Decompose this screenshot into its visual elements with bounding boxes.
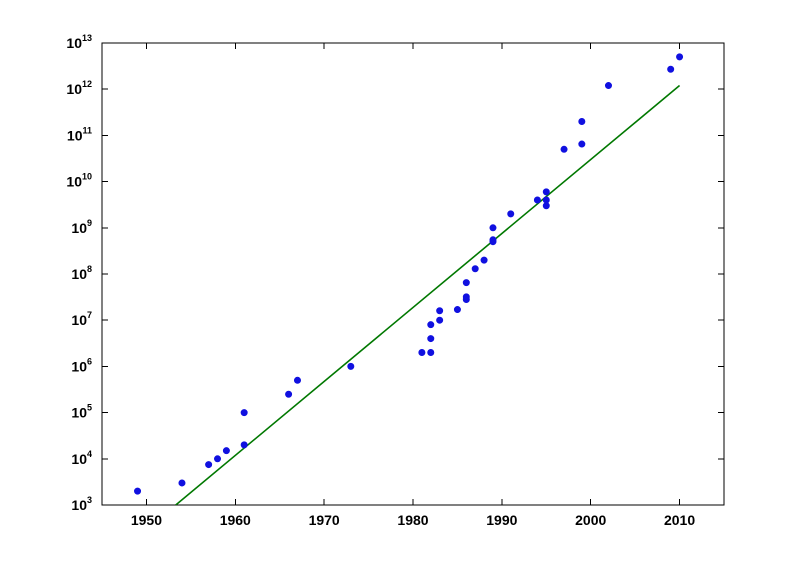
y-tick-label: 106 [71,356,92,374]
x-tick-label: 1980 [397,512,428,528]
plot-frame [101,42,725,506]
y-tick-label: 1010 [66,172,92,190]
data-point [489,236,497,244]
x-tick-label: 2000 [575,512,606,528]
y-tick-label: 107 [71,310,92,328]
y-tick-label: 103 [71,495,92,513]
data-point [604,82,612,90]
trend-line-series [175,84,681,505]
data-point [178,479,186,487]
data-point [489,224,497,232]
y-tick-label: 1011 [67,125,92,143]
y-tick-label: 1012 [66,79,92,97]
y-tick-label: 109 [71,218,92,236]
data-point [533,196,541,204]
y-axis: 103 104 105 106 107 108 109 1010 1011 1012 1013 [66,33,724,513]
y-tick-label: 108 [71,264,92,282]
data-point [214,455,222,463]
data-point [462,279,470,287]
y-tick-label: 105 [71,403,92,421]
data-point [427,335,435,343]
plot-border [101,42,725,506]
data-point [578,117,586,125]
y-tick-label: 104 [71,449,92,467]
data-point [676,53,684,61]
data-point [134,487,142,495]
data-points-series [134,53,684,495]
data-point [293,376,301,384]
x-tick-label: 1950 [131,512,162,528]
data-point [560,145,568,153]
data-point [462,293,470,301]
x-tick-label: 1960 [220,512,251,528]
data-point [542,202,550,210]
data-point [436,307,444,315]
data-point [542,188,550,196]
data-point [205,461,213,469]
y-tick-label: 1013 [66,33,92,51]
trend-line [175,84,681,505]
data-point [240,409,248,417]
x-tick-label: 1970 [309,512,340,528]
data-point [436,316,444,324]
x-tick-label: 2010 [664,512,695,528]
x-tick-label: 1990 [486,512,517,528]
data-point [222,447,230,455]
data-point [285,390,293,398]
data-point [578,140,586,148]
data-point [427,321,435,329]
data-point [418,348,426,356]
data-point [471,265,479,273]
data-point [480,256,488,264]
data-point [453,306,461,314]
x-axis: 1950 1960 1970 1980 1990 2000 2010 [131,43,695,528]
data-point [507,210,515,218]
data-point [542,196,550,204]
data-point [240,441,248,449]
data-point [667,65,675,73]
data-point [347,362,355,370]
data-point [427,348,435,356]
